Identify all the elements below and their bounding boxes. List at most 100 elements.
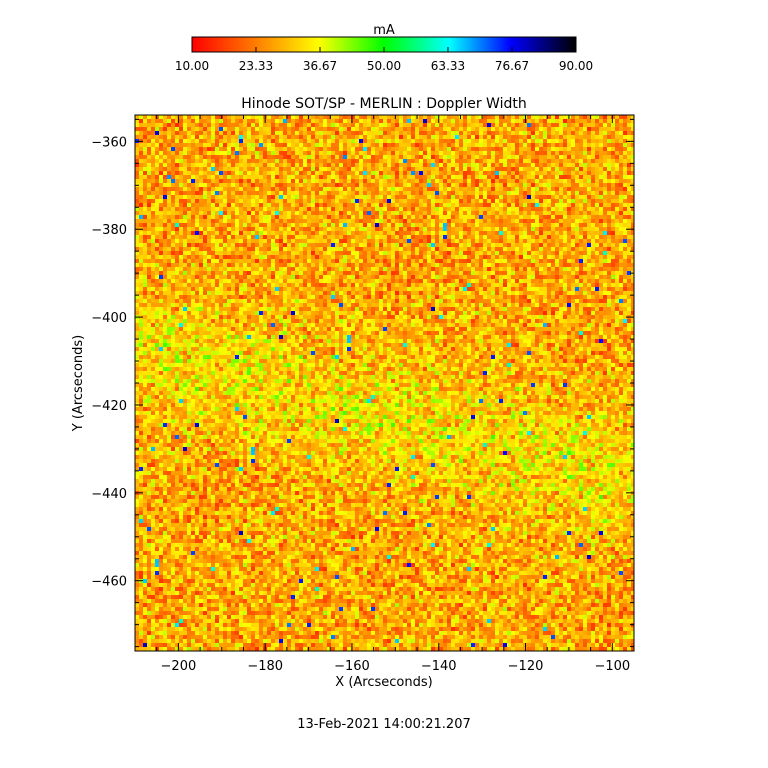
heatmap-cell xyxy=(147,231,151,235)
heatmap-cell xyxy=(359,131,363,135)
heatmap-cell xyxy=(187,211,191,215)
heatmap-cell xyxy=(355,195,359,199)
heatmap-cell xyxy=(235,223,239,227)
heatmap-cell xyxy=(259,239,263,243)
heatmap-cell xyxy=(159,151,163,155)
heatmap-cell xyxy=(511,239,515,243)
heatmap-cell xyxy=(223,271,227,275)
heatmap-cell xyxy=(471,143,475,147)
heatmap-cell xyxy=(239,131,243,135)
heatmap-cell xyxy=(307,151,311,155)
heatmap-cell xyxy=(139,119,143,123)
heatmap-cell xyxy=(227,183,231,187)
heatmap-cell xyxy=(475,179,479,183)
heatmap-cell xyxy=(327,191,331,195)
heatmap-cell xyxy=(615,267,619,271)
heatmap-cell xyxy=(259,123,263,127)
heatmap-cell xyxy=(423,259,427,263)
heatmap-cell xyxy=(267,203,271,207)
heatmap-cell xyxy=(451,255,455,259)
heatmap-cell xyxy=(471,135,475,139)
heatmap-cell xyxy=(139,175,143,179)
heatmap-cell xyxy=(159,171,163,175)
heatmap-cell xyxy=(211,123,215,127)
heatmap-cell xyxy=(271,267,275,271)
heatmap-cell xyxy=(407,131,411,135)
heatmap-cell xyxy=(283,127,287,131)
heatmap-cell xyxy=(499,139,503,143)
heatmap-cell xyxy=(207,203,211,207)
heatmap-cell xyxy=(423,267,427,271)
heatmap-cell xyxy=(351,135,355,139)
heatmap-cell xyxy=(299,219,303,223)
heatmap-cell xyxy=(191,207,195,211)
heatmap-cell xyxy=(219,139,223,143)
heatmap-cell xyxy=(311,243,315,247)
heatmap-cell xyxy=(147,163,151,167)
heatmap-cell xyxy=(179,255,183,259)
heatmap-cell xyxy=(515,151,519,155)
heatmap-cell xyxy=(415,195,419,199)
heatmap-cell xyxy=(235,191,239,195)
heatmap-cell xyxy=(411,203,415,207)
heatmap-cell xyxy=(351,159,355,163)
heatmap-cell xyxy=(491,119,495,123)
heatmap-cell xyxy=(443,235,447,239)
heatmap-cell xyxy=(319,183,323,187)
heatmap-cell xyxy=(227,147,231,151)
heatmap-cell xyxy=(511,251,515,255)
heatmap-cell xyxy=(251,151,255,155)
heatmap-cell xyxy=(423,187,427,191)
heatmap-cell xyxy=(391,179,395,183)
heatmap-cell xyxy=(619,219,623,223)
heatmap-cell xyxy=(551,127,555,131)
heatmap-cell xyxy=(563,115,567,119)
heatmap-cell xyxy=(395,119,399,123)
heatmap-cell xyxy=(335,219,339,223)
heatmap-cell xyxy=(243,119,247,123)
heatmap-cell xyxy=(535,127,539,131)
heatmap-cell xyxy=(511,263,515,267)
heatmap-cell xyxy=(179,239,183,243)
heatmap-cell xyxy=(235,179,239,183)
heatmap-cell xyxy=(155,151,159,155)
heatmap-cell xyxy=(455,211,459,215)
heatmap-cell xyxy=(423,163,427,167)
heatmap-cell xyxy=(543,123,547,127)
heatmap-cell xyxy=(363,235,367,239)
heatmap-cell xyxy=(187,127,191,131)
heatmap-cell xyxy=(567,219,571,223)
heatmap-cell xyxy=(619,163,623,167)
heatmap-cell xyxy=(419,227,423,231)
heatmap-cell xyxy=(567,199,571,203)
heatmap-cell xyxy=(211,163,215,167)
heatmap-cell xyxy=(427,247,431,251)
heatmap-cell xyxy=(431,151,435,155)
heatmap-cell xyxy=(603,243,607,247)
heatmap-cell xyxy=(527,123,531,127)
heatmap-cell xyxy=(243,187,247,191)
heatmap-cell xyxy=(483,211,487,215)
heatmap-cell xyxy=(543,135,547,139)
heatmap-cell xyxy=(227,195,231,199)
heatmap-cell xyxy=(267,231,271,235)
heatmap-cell xyxy=(239,203,243,207)
heatmap-cell xyxy=(355,143,359,147)
heatmap-cell xyxy=(331,163,335,167)
heatmap-cell xyxy=(535,243,539,247)
heatmap-cell xyxy=(399,187,403,191)
heatmap-cell xyxy=(447,187,451,191)
heatmap-cell xyxy=(367,131,371,135)
heatmap-cell xyxy=(371,239,375,243)
heatmap-cell xyxy=(499,171,503,175)
heatmap-cell xyxy=(167,127,171,131)
heatmap-cell xyxy=(623,163,627,167)
heatmap-cell xyxy=(375,231,379,235)
heatmap-cell xyxy=(579,203,583,207)
heatmap-cell xyxy=(607,215,611,219)
heatmap-cell xyxy=(487,263,491,267)
heatmap-cell xyxy=(199,131,203,135)
heatmap-cell xyxy=(327,235,331,239)
heatmap-cell xyxy=(411,171,415,175)
heatmap-cell xyxy=(555,223,559,227)
